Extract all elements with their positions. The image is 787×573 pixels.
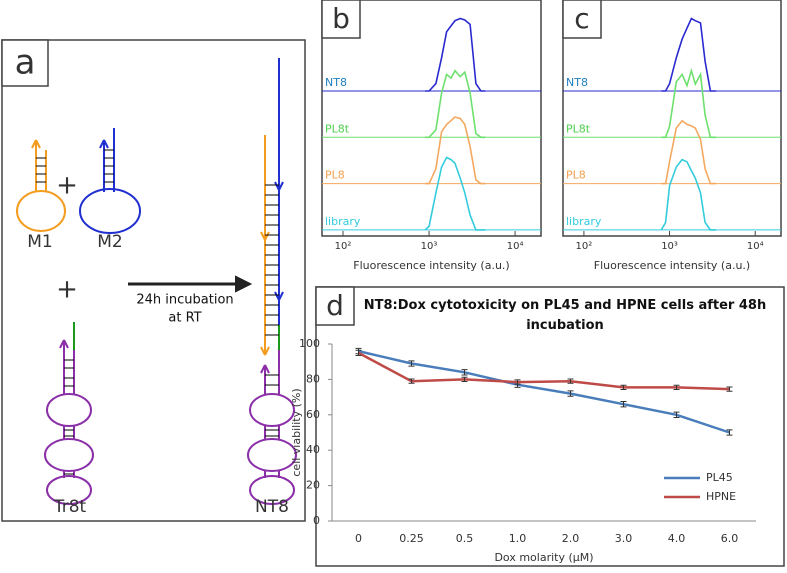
x-tick-label: 4.0 xyxy=(668,532,686,545)
series-label: PL8t xyxy=(566,122,591,135)
error-bar xyxy=(461,376,468,383)
histogram-line xyxy=(661,67,717,139)
error-bar xyxy=(408,360,415,367)
error-bar xyxy=(673,384,680,390)
series-label: NT8 xyxy=(325,76,347,89)
x-tick-label: 10³ xyxy=(421,241,438,252)
error-bar xyxy=(355,349,362,357)
hairpins xyxy=(16,58,297,505)
series-line xyxy=(358,349,730,434)
y-axis-label: cell viability (%) xyxy=(290,388,303,476)
error-bar xyxy=(726,429,733,436)
panel-label-box xyxy=(562,0,602,39)
panel-label: d xyxy=(326,289,344,322)
y-tick-label: 100 xyxy=(299,337,320,350)
histogram-line xyxy=(661,17,717,92)
panel-label: a xyxy=(15,43,36,83)
histogram-line xyxy=(661,119,717,185)
error-bar xyxy=(461,369,468,376)
panel-frame xyxy=(321,0,542,237)
plus: + xyxy=(56,171,78,201)
title-box: NT8:Dox cytotoxicity on PL45 and HPNE ce… xyxy=(363,298,767,333)
label: M1 xyxy=(27,232,52,252)
plus: + xyxy=(56,275,78,305)
histogram-line xyxy=(424,156,486,231)
label: NT8 xyxy=(255,497,289,517)
panel-label-box xyxy=(315,286,355,326)
panel-frame xyxy=(315,286,785,567)
x-tick-label: 10³ xyxy=(661,241,678,252)
x-tick-label: 0.25 xyxy=(399,532,424,545)
series-label: PL8 xyxy=(566,169,586,182)
chart-title: NT8:Dox cytotoxicity on PL45 and HPNE ce… xyxy=(363,298,767,333)
legend-label: PL45 xyxy=(706,471,733,484)
series-label: NT8 xyxy=(566,76,588,89)
x-tick-label: 0.5 xyxy=(456,532,474,545)
x-tick-label: 10⁴ xyxy=(507,241,524,252)
x-tick-label: 2.0 xyxy=(562,532,580,545)
x-axis-label: Fluorescence intensity (a.u.) xyxy=(594,259,750,272)
histogram-line xyxy=(425,116,486,185)
y-tick-label: 80 xyxy=(306,372,320,385)
error-bar xyxy=(620,401,627,408)
label: Tr8t xyxy=(53,497,87,517)
y-tick-label: 0 xyxy=(313,514,320,527)
error-bar xyxy=(514,379,521,385)
x-tick-label: 10⁴ xyxy=(747,241,764,252)
step: at RT xyxy=(168,311,201,326)
label: M2 xyxy=(97,232,122,252)
panel-frame xyxy=(562,0,782,237)
panel-label: c xyxy=(574,2,589,35)
legend-label: HPNE xyxy=(706,490,736,503)
series-line xyxy=(357,351,730,391)
series-label: PL8 xyxy=(325,169,345,182)
x-tick-label: 1.0 xyxy=(509,532,527,545)
panel-label: b xyxy=(332,2,350,35)
error-bar xyxy=(408,378,415,384)
error-bar xyxy=(620,384,627,390)
panel-frame xyxy=(1,39,306,522)
x-tick-label: 3.0 xyxy=(615,532,633,545)
panel-label-box xyxy=(1,39,49,87)
panel-label-box xyxy=(321,0,361,39)
histogram-line xyxy=(660,158,717,231)
x-tick-label: 6.0 xyxy=(721,532,739,545)
x-tick-label: 10² xyxy=(335,241,352,252)
series-label: library xyxy=(325,215,361,228)
histogram-line xyxy=(425,69,486,139)
error-bar xyxy=(726,386,733,392)
error-bar xyxy=(567,390,574,397)
error-bar xyxy=(567,378,574,384)
histogram-line xyxy=(425,17,486,92)
x-axis-label: Fluorescence intensity (a.u.) xyxy=(353,259,509,272)
y-tick-label: 60 xyxy=(306,408,320,421)
error-bar xyxy=(673,411,680,418)
x-tick-label: 10² xyxy=(576,241,593,252)
x-axis-label: Dox molarity (μM) xyxy=(494,551,593,564)
y-tick-label: 40 xyxy=(306,443,320,456)
series-label: PL8t xyxy=(325,122,350,135)
step: 24h incubation xyxy=(136,293,233,308)
series-label: library xyxy=(566,215,602,228)
y-tick-label: 20 xyxy=(306,479,320,492)
x-tick-label: 0 xyxy=(355,532,362,545)
